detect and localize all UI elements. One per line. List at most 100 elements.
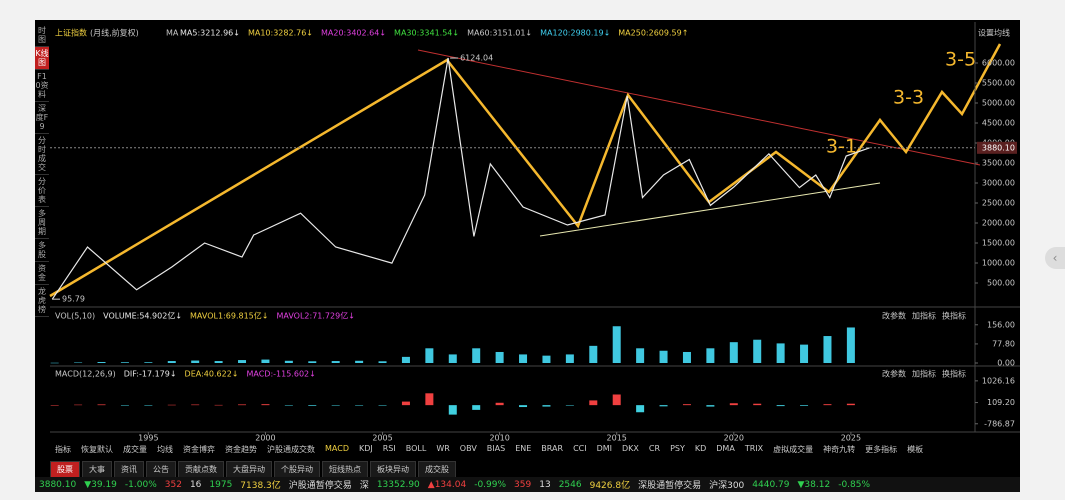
side-tab[interactable]: 分时成交 (35, 134, 49, 175)
macd-bar (753, 403, 762, 406)
indicator-tab[interactable]: 资金博弈 (183, 445, 215, 454)
indicator-tab[interactable]: DKX (622, 444, 639, 453)
x-tick-label: 2005 (372, 434, 392, 443)
side-tab[interactable]: K线图 (35, 47, 49, 70)
macd-bar (495, 402, 504, 406)
wave-label: 3-3 (893, 87, 924, 109)
indicator-tab[interactable]: 均线 (157, 445, 173, 454)
settings-button[interactable]: 设置均线 (978, 28, 1010, 38)
side-tab[interactable]: 多周期 (35, 207, 49, 239)
y-tick-label: 500.00 (987, 279, 1015, 288)
ma-legend: MA10:3282.76↓ (248, 29, 313, 38)
volume-bar (823, 336, 832, 363)
macd-bar (331, 405, 340, 406)
status-item: -0.85% (838, 479, 871, 490)
status-item: 9426.8亿 (589, 481, 631, 491)
volume-bar (659, 350, 668, 363)
info-tab[interactable]: 贡献点数 (178, 461, 224, 478)
indicator-tab[interactable]: BOLL (405, 444, 427, 453)
macd-bar (800, 405, 809, 406)
panel-button[interactable]: 加指标 (912, 311, 936, 321)
side-tab[interactable]: 分价表 (35, 175, 49, 207)
ma-label: MA (166, 29, 179, 38)
indicator-tab[interactable]: 资金趋势 (225, 445, 257, 454)
info-tab[interactable]: 成交股 (418, 461, 456, 478)
status-item: 7138.3亿 (240, 481, 281, 491)
indicator-tab[interactable]: RSI (382, 444, 396, 453)
side-tab[interactable]: 时图 (35, 24, 49, 47)
y-tick-label: 3500.00 (982, 159, 1015, 168)
panel-button[interactable]: 改参数 (882, 369, 906, 379)
info-tabs: 股票 大事 资讯 公告 贡献点数 大盘异动 个股异动 短线热点 板块异动 成交股 (50, 461, 458, 478)
indicator-tab[interactable]: 更多指标 (865, 445, 898, 454)
status-item: ▼39.19 (84, 479, 117, 490)
volume-bar (682, 351, 691, 363)
info-tab[interactable]: 个股异动 (274, 461, 320, 478)
panel-button[interactable]: 换指标 (942, 369, 966, 379)
indicator-tab[interactable]: MACD (325, 444, 349, 453)
nav-button[interactable]: ‹ (1045, 247, 1065, 269)
volume-bar (238, 360, 247, 363)
info-tab[interactable]: 大事 (82, 461, 112, 478)
volume-bar (706, 348, 715, 363)
indicator-tab[interactable]: KD (694, 444, 707, 453)
indicator-tab[interactable]: 模板 (907, 445, 924, 454)
indicator-tab[interactable]: 恢复默认 (81, 445, 113, 454)
indicator-legend: MACD(12,26,9) (55, 370, 116, 379)
indicator-tab[interactable]: CCI (573, 444, 587, 453)
x-tick-label: 2010 (489, 434, 509, 443)
y-tick-label: 0.00 (997, 359, 1015, 368)
macd-bar (565, 405, 574, 406)
volume-bar (97, 362, 106, 363)
indicator-tab[interactable]: 指标 (55, 445, 71, 454)
side-tab[interactable]: 龙虎榜 (35, 285, 49, 317)
indicator-tab[interactable]: DMI (596, 444, 613, 453)
panel-button[interactable]: 改参数 (882, 311, 906, 321)
indicator-tab[interactable]: DMA (716, 444, 735, 453)
macd-bar (214, 404, 223, 406)
y-tick-label: 156.00 (987, 320, 1015, 329)
ma-legend: MA5:3212.96↓ (180, 29, 240, 38)
current-price-box (977, 141, 1017, 154)
volume-bar (565, 354, 574, 363)
y-tick-label: 5000.00 (982, 99, 1015, 108)
volume-bar (120, 362, 129, 363)
volume-bar (753, 339, 762, 363)
status-item: 沪深300 (709, 481, 745, 491)
side-tab[interactable]: F10资料 (35, 70, 49, 102)
support-line (539, 182, 881, 237)
info-tab[interactable]: 股票 (50, 461, 80, 478)
indicator-tab[interactable]: TRIX (744, 444, 764, 453)
indicator-tab[interactable]: 虚拟成交量 (773, 445, 814, 454)
macd-bar (589, 400, 598, 406)
macd-bar (682, 404, 691, 406)
volume-bar (612, 326, 621, 363)
indicator-legend: MAVOL2:71.729亿↓ (276, 311, 354, 321)
panel-button[interactable]: 加指标 (912, 369, 936, 379)
status-item: 13 (539, 479, 551, 490)
status-item: ▼38.12 (797, 479, 831, 490)
indicator-tab[interactable]: BIAS (486, 444, 506, 453)
info-tab[interactable]: 板块异动 (370, 461, 416, 478)
info-tab[interactable]: 短线热点 (322, 461, 368, 478)
info-tab[interactable]: 资讯 (114, 461, 144, 478)
indicator-tab[interactable]: BRAR (541, 444, 564, 453)
side-tab[interactable]: 深度F9 (35, 102, 49, 134)
side-tab[interactable]: 资金 (35, 262, 49, 285)
volume-bar (636, 348, 645, 363)
indicator-tab[interactable]: OBV (459, 444, 477, 453)
info-tab[interactable]: 公告 (146, 461, 176, 478)
indicator-tab[interactable]: WR (436, 444, 450, 453)
panel-button[interactable]: 换指标 (942, 311, 966, 321)
side-tab[interactable]: 多股 (35, 239, 49, 262)
info-tab[interactable]: 大盘异动 (226, 461, 272, 478)
indicator-tab[interactable]: PSY (670, 444, 685, 453)
indicator-tab[interactable]: CR (648, 444, 661, 453)
indicator-tab[interactable]: 沪股通成交数 (267, 445, 315, 454)
indicator-tab[interactable]: KDJ (358, 444, 373, 453)
volume-bar (378, 361, 387, 363)
indicator-tab[interactable]: 神奇九转 (823, 445, 856, 454)
indicator-tab[interactable]: 成交量 (123, 445, 147, 454)
indicator-tab[interactable]: ENE (515, 444, 532, 453)
macd-bar (472, 405, 481, 410)
